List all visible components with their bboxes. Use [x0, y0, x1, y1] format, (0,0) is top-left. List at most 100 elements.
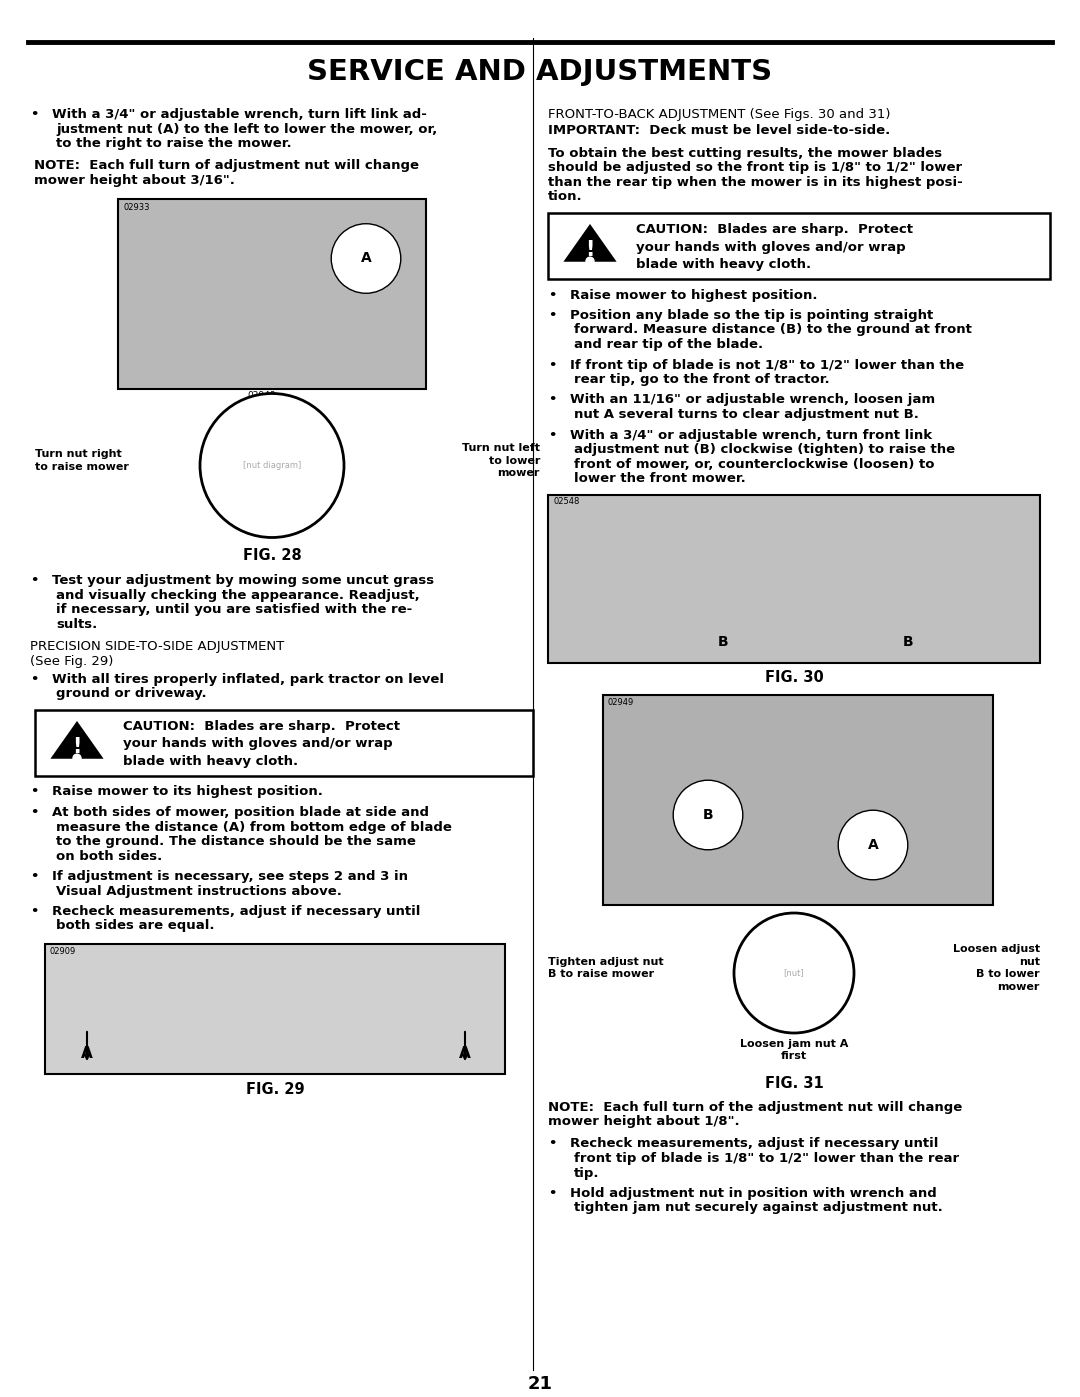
Text: 02948: 02948 [247, 391, 276, 400]
FancyBboxPatch shape [35, 710, 534, 775]
Text: A: A [867, 838, 878, 852]
Text: should be adjusted so the front tip is 1/8" to 1/2" lower: should be adjusted so the front tip is 1… [548, 162, 962, 175]
Text: Test your adjustment by mowing some uncut grass: Test your adjustment by mowing some uncu… [52, 574, 434, 587]
Text: •: • [548, 429, 556, 441]
Text: if necessary, until you are satisfied with the re-: if necessary, until you are satisfied wi… [56, 604, 413, 616]
Circle shape [200, 394, 345, 538]
Text: •: • [548, 289, 556, 302]
Text: sults.: sults. [56, 617, 97, 630]
Text: 02933: 02933 [123, 204, 149, 212]
Text: NOTE:  Each full turn of adjustment nut will change: NOTE: Each full turn of adjustment nut w… [33, 159, 419, 172]
Text: •: • [30, 574, 39, 587]
Text: to the ground. The distance should be the same: to the ground. The distance should be th… [56, 835, 416, 848]
Text: ground or driveway.: ground or driveway. [56, 687, 206, 700]
Text: Recheck measurements, adjust if necessary until: Recheck measurements, adjust if necessar… [570, 1137, 939, 1151]
Polygon shape [564, 224, 617, 261]
Text: With an 11/16" or adjustable wrench, loosen jam: With an 11/16" or adjustable wrench, loo… [570, 394, 935, 407]
Text: on both sides.: on both sides. [56, 849, 162, 862]
Text: [nut diagram]: [nut diagram] [243, 461, 301, 469]
Text: tion.: tion. [548, 190, 582, 204]
Text: FIG. 28: FIG. 28 [243, 548, 301, 563]
Text: •: • [548, 1137, 556, 1151]
Text: Hold adjustment nut in position with wrench and: Hold adjustment nut in position with wre… [570, 1187, 936, 1200]
Text: •: • [30, 806, 39, 819]
Text: Loosen jam nut A
first: Loosen jam nut A first [740, 1039, 848, 1062]
Text: mower height about 1/8".: mower height about 1/8". [548, 1115, 740, 1127]
Text: With a 3/4" or adjustable wrench, turn lift link ad-: With a 3/4" or adjustable wrench, turn l… [52, 108, 427, 122]
Text: Turn nut right
to raise mower: Turn nut right to raise mower [35, 450, 129, 472]
Text: •: • [548, 394, 556, 407]
Text: •: • [548, 359, 556, 372]
Circle shape [734, 914, 854, 1032]
Text: NOTE:  Each full turn of the adjustment nut will change: NOTE: Each full turn of the adjustment n… [548, 1101, 962, 1113]
FancyBboxPatch shape [45, 944, 505, 1074]
Text: 02950: 02950 [780, 915, 808, 923]
Text: •: • [548, 309, 556, 321]
Text: Raise mower to highest position.: Raise mower to highest position. [570, 289, 818, 302]
Text: A: A [81, 1046, 93, 1060]
Text: than the rear tip when the mower is in its highest posi-: than the rear tip when the mower is in i… [548, 176, 962, 189]
Text: B: B [903, 634, 914, 648]
Text: forward. Measure distance (B) to the ground at front: forward. Measure distance (B) to the gro… [573, 324, 972, 337]
Text: B: B [703, 807, 713, 821]
Text: Raise mower to its highest position.: Raise mower to its highest position. [52, 785, 323, 799]
Text: Visual Adjustment instructions above.: Visual Adjustment instructions above. [56, 884, 342, 897]
Text: Tighten adjust nut
B to raise mower: Tighten adjust nut B to raise mower [548, 957, 663, 979]
Text: both sides are equal.: both sides are equal. [56, 919, 215, 933]
Text: If adjustment is necessary, see steps 2 and 3 in: If adjustment is necessary, see steps 2 … [52, 870, 408, 883]
Circle shape [586, 257, 594, 265]
Text: SERVICE AND ADJUSTMENTS: SERVICE AND ADJUSTMENTS [308, 59, 772, 87]
Text: If front tip of blade is not 1/8" to 1/2" lower than the: If front tip of blade is not 1/8" to 1/2… [570, 359, 964, 372]
Text: At both sides of mower, position blade at side and: At both sides of mower, position blade a… [52, 806, 429, 819]
Text: CAUTION:  Blades are sharp.  Protect
your hands with gloves and/or wrap
blade wi: CAUTION: Blades are sharp. Protect your … [636, 224, 913, 271]
FancyBboxPatch shape [118, 198, 426, 388]
Text: 02949: 02949 [608, 698, 634, 707]
Text: A: A [361, 251, 372, 265]
Text: FIG. 30: FIG. 30 [765, 671, 823, 686]
Text: and rear tip of the blade.: and rear tip of the blade. [573, 338, 764, 351]
Text: to the right to raise the mower.: to the right to raise the mower. [56, 137, 292, 149]
Text: •: • [30, 108, 39, 122]
Polygon shape [51, 721, 104, 759]
Text: rear tip, go to the front of tractor.: rear tip, go to the front of tractor. [573, 373, 829, 386]
Text: (See Fig. 29): (See Fig. 29) [30, 655, 113, 668]
Text: A: A [459, 1046, 471, 1060]
Text: lower the front mower.: lower the front mower. [573, 472, 746, 485]
Text: •: • [30, 673, 39, 686]
Text: 02548: 02548 [553, 497, 579, 507]
FancyBboxPatch shape [548, 495, 1040, 662]
Text: •: • [548, 1187, 556, 1200]
Text: With all tires properly inflated, park tractor on level: With all tires properly inflated, park t… [52, 673, 444, 686]
Circle shape [73, 754, 81, 763]
Text: With a 3/4" or adjustable wrench, turn front link: With a 3/4" or adjustable wrench, turn f… [570, 429, 932, 441]
Text: IMPORTANT:  Deck must be level side-to-side.: IMPORTANT: Deck must be level side-to-si… [548, 124, 890, 137]
Text: tighten jam nut securely against adjustment nut.: tighten jam nut securely against adjustm… [573, 1201, 943, 1214]
Text: nut A several turns to clear adjustment nut B.: nut A several turns to clear adjustment … [573, 408, 919, 420]
Text: Position any blade so the tip is pointing straight: Position any blade so the tip is pointin… [570, 309, 933, 321]
Text: 02909: 02909 [50, 947, 77, 956]
FancyBboxPatch shape [603, 694, 993, 905]
Text: Turn nut left
to lower
mower: Turn nut left to lower mower [462, 443, 540, 478]
Text: •: • [30, 870, 39, 883]
Text: •: • [30, 905, 39, 918]
Text: front tip of blade is 1/8" to 1/2" lower than the rear: front tip of blade is 1/8" to 1/2" lower… [573, 1153, 959, 1165]
Text: PRECISION SIDE-TO-SIDE ADJUSTMENT: PRECISION SIDE-TO-SIDE ADJUSTMENT [30, 640, 284, 652]
Text: and visually checking the appearance. Readjust,: and visually checking the appearance. Re… [56, 588, 420, 602]
Text: CAUTION:  Blades are sharp.  Protect
your hands with gloves and/or wrap
blade wi: CAUTION: Blades are sharp. Protect your … [123, 719, 400, 768]
Text: FRONT-TO-BACK ADJUSTMENT (See Figs. 30 and 31): FRONT-TO-BACK ADJUSTMENT (See Figs. 30 a… [548, 108, 891, 122]
Text: Loosen adjust
nut
B to lower
mower: Loosen adjust nut B to lower mower [953, 944, 1040, 992]
Text: adjustment nut (B) clockwise (tighten) to raise the: adjustment nut (B) clockwise (tighten) t… [573, 443, 955, 455]
Text: justment nut (A) to the left to lower the mower, or,: justment nut (A) to the left to lower th… [56, 123, 437, 136]
Text: measure the distance (A) from bottom edge of blade: measure the distance (A) from bottom edg… [56, 820, 451, 834]
Text: [nut]: [nut] [784, 968, 805, 978]
Text: To obtain the best cutting results, the mower blades: To obtain the best cutting results, the … [548, 147, 942, 161]
Text: Recheck measurements, adjust if necessary until: Recheck measurements, adjust if necessar… [52, 905, 420, 918]
Text: tip.: tip. [573, 1166, 599, 1179]
Text: front of mower, or, counterclockwise (loosen) to: front of mower, or, counterclockwise (lo… [573, 457, 934, 471]
Text: !: ! [72, 738, 82, 757]
Text: !: ! [585, 240, 595, 260]
Text: FIG. 31: FIG. 31 [765, 1076, 823, 1091]
Text: 21: 21 [527, 1375, 553, 1393]
FancyBboxPatch shape [548, 212, 1050, 278]
Text: mower height about 3/16".: mower height about 3/16". [33, 175, 234, 187]
